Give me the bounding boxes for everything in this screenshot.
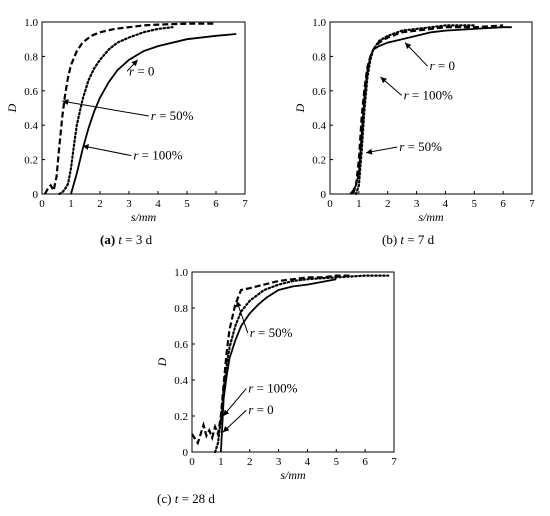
caption-b-var: t <box>400 232 405 247</box>
annotation-label-r-0: r = 0 <box>129 63 154 78</box>
caption-c-tag: (c) <box>157 491 172 506</box>
chart-b-svg: 0 1 2 3 4 5 6 7 0 0.2 0.4 0.6 0.8 1.0 s/mm Dr = 0 r = 10… <box>293 17 535 224</box>
annotation-label-r-100: r = 100% <box>133 148 182 163</box>
annotation-arrow-r-0 <box>404 42 428 67</box>
x-tick-label: 4 <box>443 198 449 210</box>
annotation-label-r-0: r = 0 <box>248 402 273 417</box>
caption-a: (a) t = 3 d <box>100 232 152 248</box>
caption-c: (c) t = 28 d <box>157 491 215 507</box>
x-tick-label: 7 <box>391 456 397 468</box>
chart-c-svg: 0 1 2 3 4 5 6 7 0 0.2 0.4 0.6 0.8 1.0 s/mm Dr = 50% r = … <box>155 267 397 482</box>
y-tick-label: 1.0 <box>174 267 188 279</box>
x-tick-label: 6 <box>500 198 506 210</box>
caption-a-tag: (a) <box>100 232 116 247</box>
y-tick-label: 0.4 <box>174 375 188 387</box>
x-tick-label: 5 <box>184 198 190 210</box>
y-tick-label: 0.8 <box>312 51 326 63</box>
plot-frame-c <box>191 271 395 453</box>
annotation-label-r-0: r = 0 <box>430 58 455 73</box>
series-line-r-100 <box>354 24 476 196</box>
series-line-r-0 <box>220 278 337 453</box>
y-tick-label: 0.6 <box>312 86 326 98</box>
x-tick-label: 1 <box>356 198 362 210</box>
x-tick-label: 0 <box>39 198 45 210</box>
annotation-arrow-r-100 <box>380 76 402 96</box>
x-tick-label: 7 <box>242 198 248 210</box>
y-tick-label: 0.6 <box>174 339 188 351</box>
x-tick-label: 1 <box>68 198 74 210</box>
x-tick-label: 4 <box>305 456 311 468</box>
y-tick-label: 1.0 <box>312 17 326 29</box>
series-line-r-50 <box>352 24 504 195</box>
annotation-label-r-100: r = 100% <box>248 381 297 396</box>
x-axis-label: s/mm <box>280 468 306 482</box>
annotation-arrow-r-0 <box>126 59 139 72</box>
y-tick-label: 0 <box>33 189 39 201</box>
annotation-label-r-50: r = 50% <box>250 325 293 340</box>
y-tick-label: 0 <box>321 189 327 201</box>
y-tick-label: 0.6 <box>24 86 38 98</box>
chart-a-svg: 0 1 2 3 4 5 6 7 0 0.2 0.4 0.6 0.8 1.0 s/mm Dr = 0 r = 50… <box>5 17 248 224</box>
series-line-r-100 <box>58 26 174 196</box>
y-axis-label: D <box>5 103 19 113</box>
x-tick-label: 2 <box>385 198 391 210</box>
x-tick-label: 3 <box>414 198 420 210</box>
caption-a-value: = 3 d <box>122 232 153 247</box>
x-tick-label: 5 <box>472 198 478 210</box>
y-tick-label: 1.0 <box>24 17 38 29</box>
x-tick-label: 2 <box>97 198 103 210</box>
annotation-arrow-r-100 <box>222 388 247 417</box>
y-tick-label: 0.2 <box>312 155 326 167</box>
y-axis-label: D <box>155 357 169 367</box>
x-axis-label: s/mm <box>418 210 444 224</box>
plot-frame-a <box>41 21 246 195</box>
series-line-r-100 <box>214 274 390 454</box>
x-tick-label: 3 <box>276 456 282 468</box>
x-tick-label: 0 <box>189 456 195 468</box>
series-line-r-50 <box>191 274 351 446</box>
annotation-arrow-r-50 <box>365 146 398 155</box>
plot-frame-b <box>329 21 533 195</box>
series-line-r-0 <box>349 26 512 195</box>
y-tick-label: 0.8 <box>24 51 38 63</box>
x-tick-label: 5 <box>334 456 340 468</box>
annotation-arrow-r-0 <box>222 409 247 433</box>
caption-c-value: = 28 d <box>178 491 215 506</box>
y-tick-label: 0.4 <box>312 120 326 132</box>
y-tick-label: 0 <box>183 447 189 459</box>
x-tick-label: 1 <box>218 456 224 468</box>
y-axis-label: D <box>293 103 307 113</box>
caption-b-tag: (b) <box>382 232 398 247</box>
series-line-r-50 <box>43 22 216 195</box>
y-tick-label: 0.2 <box>174 411 188 423</box>
y-tick-label: 0.8 <box>174 303 188 315</box>
caption-c-var: t <box>174 491 179 506</box>
annotation-label-r-50: r = 50% <box>399 139 442 154</box>
x-tick-label: 3 <box>126 198 132 210</box>
caption-a-var: t <box>118 232 123 247</box>
annotation-arrow-r-50 <box>62 99 149 117</box>
annotation-arrow-r-50 <box>235 300 249 333</box>
x-tick-label: 0 <box>327 198 333 210</box>
x-tick-label: 2 <box>247 456 253 468</box>
annotation-arrow-r-100 <box>82 144 132 157</box>
caption-b-value: = 7 d <box>404 232 435 247</box>
y-tick-label: 0.4 <box>24 120 38 132</box>
x-tick-label: 4 <box>155 198 161 210</box>
y-tick-label: 0.2 <box>24 155 38 167</box>
x-tick-label: 6 <box>213 198 219 210</box>
x-axis-label: s/mm <box>131 210 157 224</box>
caption-b: (b) t = 7 d <box>382 232 434 248</box>
x-tick-label: 6 <box>362 456 368 468</box>
annotation-label-r-50: r = 50% <box>151 108 194 123</box>
x-tick-label: 7 <box>529 198 535 210</box>
annotation-label-r-100: r = 100% <box>404 87 453 102</box>
